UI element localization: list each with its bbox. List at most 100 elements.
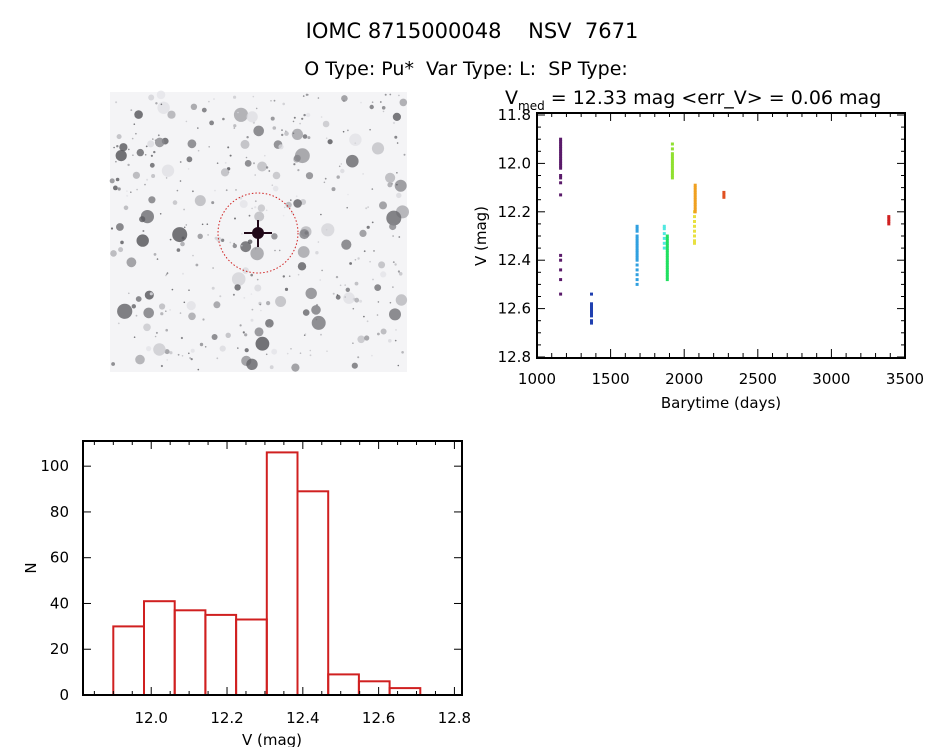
data-point xyxy=(590,319,593,323)
data-point xyxy=(887,215,891,219)
star xyxy=(185,120,188,123)
star xyxy=(237,347,239,349)
star xyxy=(320,213,322,216)
star xyxy=(157,101,170,115)
star xyxy=(347,193,349,196)
data-point xyxy=(665,266,669,269)
star xyxy=(139,216,146,223)
data-point xyxy=(662,224,666,228)
star xyxy=(283,206,286,209)
star xyxy=(250,318,254,322)
data-point xyxy=(635,241,639,245)
star xyxy=(340,163,343,165)
y-tick-label: 12.8 xyxy=(498,348,531,366)
star xyxy=(132,154,134,156)
star xyxy=(305,172,314,180)
star xyxy=(179,312,182,314)
data-point xyxy=(635,229,639,233)
star xyxy=(321,223,335,237)
star xyxy=(239,200,248,208)
star xyxy=(113,185,118,191)
star xyxy=(303,334,306,337)
star xyxy=(208,146,210,148)
star xyxy=(233,127,236,129)
star xyxy=(233,124,237,128)
star xyxy=(341,95,348,102)
star xyxy=(165,274,167,277)
star xyxy=(315,318,318,321)
star xyxy=(216,357,219,360)
star xyxy=(292,120,295,123)
star xyxy=(246,111,258,123)
star xyxy=(297,273,300,276)
star xyxy=(131,137,134,140)
star xyxy=(282,275,285,278)
star xyxy=(220,238,225,242)
data-point xyxy=(590,304,593,308)
y-tick-label: 12.2 xyxy=(498,203,531,221)
star xyxy=(389,222,397,231)
star xyxy=(172,200,178,205)
data-point xyxy=(670,152,674,156)
star xyxy=(144,154,147,156)
star xyxy=(239,324,242,327)
data-point xyxy=(693,200,697,204)
star xyxy=(327,139,333,145)
star xyxy=(115,101,118,104)
star xyxy=(270,100,272,102)
star xyxy=(254,284,262,292)
star xyxy=(364,335,370,341)
star xyxy=(309,354,312,357)
star xyxy=(197,233,203,239)
star xyxy=(377,332,380,336)
star xyxy=(169,351,173,355)
star xyxy=(202,318,205,321)
data-point xyxy=(662,232,666,236)
star xyxy=(253,162,255,165)
data-point xyxy=(670,157,674,161)
star xyxy=(160,103,163,106)
star xyxy=(397,364,400,367)
y-tick-label: 80 xyxy=(50,503,69,521)
star xyxy=(155,102,158,105)
data-point xyxy=(635,227,639,231)
star xyxy=(396,142,399,144)
star xyxy=(135,314,138,317)
data-point xyxy=(559,181,563,185)
star xyxy=(197,127,199,129)
star xyxy=(320,333,322,336)
star xyxy=(265,209,268,212)
star xyxy=(160,364,163,368)
star xyxy=(131,304,136,309)
data-point xyxy=(665,263,669,267)
star xyxy=(362,173,364,175)
star xyxy=(234,284,241,291)
star xyxy=(244,348,249,353)
star xyxy=(171,288,174,291)
star xyxy=(116,134,122,140)
star xyxy=(275,296,287,307)
star xyxy=(398,272,403,276)
lightcurve-plot: 1000 1500 2000 2500 3000 3500 11.8 12.0 12.2 12.4… xyxy=(498,106,925,388)
data-point xyxy=(559,147,563,151)
star xyxy=(359,299,363,303)
histogram-frame xyxy=(82,440,463,696)
star xyxy=(132,171,140,179)
data-point xyxy=(693,190,697,194)
star xyxy=(116,187,119,189)
star xyxy=(254,211,265,222)
data-point xyxy=(670,159,674,163)
data-point xyxy=(693,215,696,219)
data-point xyxy=(635,273,639,277)
star xyxy=(271,348,278,355)
data-point xyxy=(662,236,666,240)
star xyxy=(164,349,170,355)
star xyxy=(118,247,124,253)
star xyxy=(293,154,301,162)
star xyxy=(248,214,251,217)
histogram-bar xyxy=(265,451,299,696)
data-point xyxy=(635,282,639,286)
data-point xyxy=(693,203,697,206)
histogram-bar xyxy=(296,490,330,696)
star xyxy=(357,335,366,344)
